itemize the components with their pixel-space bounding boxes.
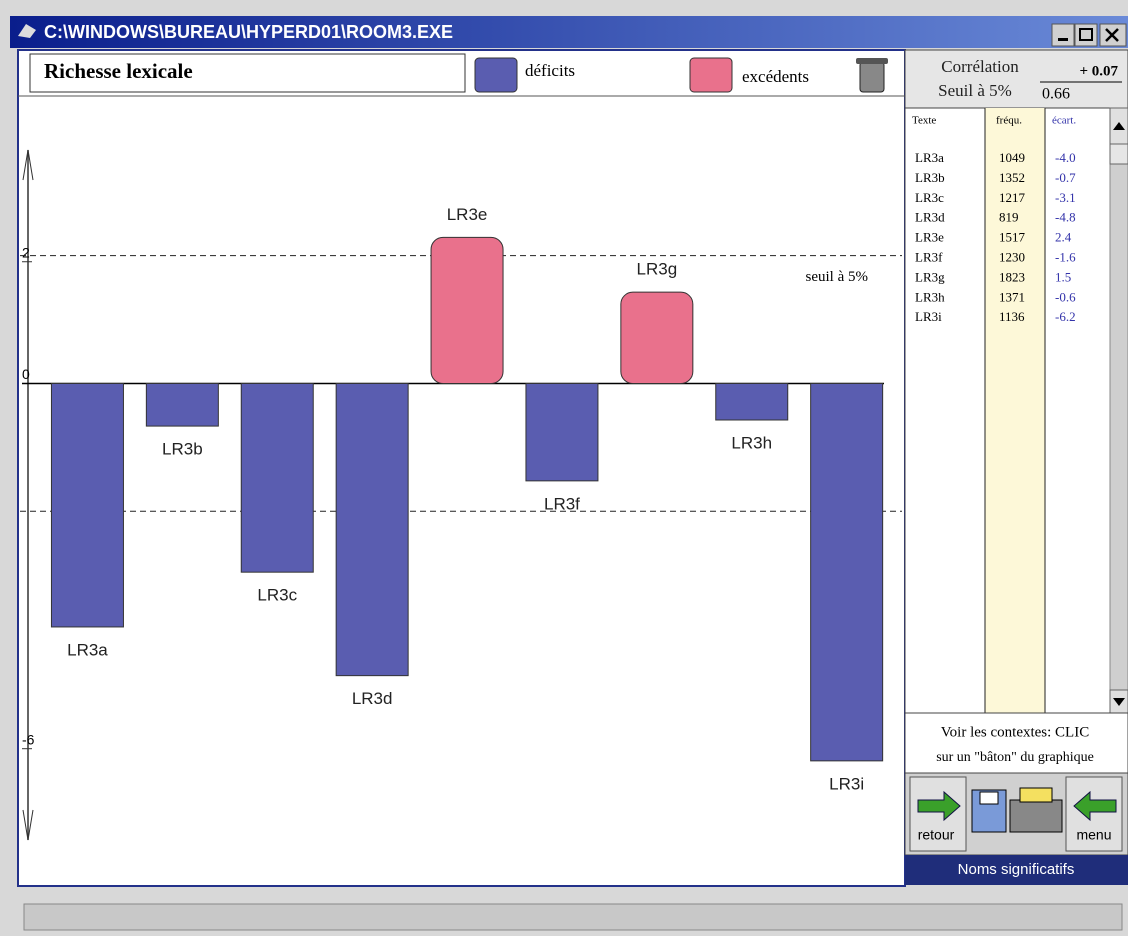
bar[interactable] bbox=[716, 383, 788, 420]
category-label: LR3a bbox=[67, 640, 108, 659]
table-cell: 2.4 bbox=[1055, 230, 1072, 245]
legend-label: déficits bbox=[525, 61, 575, 80]
table-cell: -4.8 bbox=[1055, 210, 1076, 225]
y-tick-label: -6 bbox=[22, 731, 35, 747]
table-cell: LR3h bbox=[915, 289, 945, 304]
table-cell: 1217 bbox=[999, 190, 1026, 205]
bar[interactable] bbox=[526, 383, 598, 480]
back-label: retour bbox=[918, 827, 955, 843]
table-cell: -1.6 bbox=[1055, 249, 1076, 264]
category-label: LR3b bbox=[162, 440, 203, 459]
table-cell: -6.2 bbox=[1055, 309, 1076, 324]
help-line: Voir les contextes: CLIC bbox=[941, 724, 1089, 740]
floppy-label bbox=[980, 792, 998, 804]
window-title: C:\WINDOWS\BUREAU\HYPERD01\ROOM3.EXE bbox=[44, 22, 453, 42]
help-line: sur un "bâton" du graphique bbox=[936, 750, 1094, 765]
table-header: fréqu. bbox=[996, 115, 1022, 127]
bar[interactable] bbox=[431, 237, 503, 383]
threshold-value: 0.66 bbox=[1042, 86, 1070, 103]
category-label: LR3d bbox=[352, 689, 393, 708]
screen: C:\WINDOWS\BUREAU\HYPERD01\ROOM3.EXE Ric… bbox=[0, 0, 1128, 936]
table-cell: 1371 bbox=[999, 289, 1025, 304]
window-controls[interactable] bbox=[1052, 24, 1126, 46]
category-label: LR3g bbox=[637, 260, 678, 279]
status-text: Noms significatifs bbox=[958, 861, 1075, 878]
legend-swatch bbox=[690, 58, 732, 92]
table-cell: LR3d bbox=[915, 210, 945, 225]
save-button[interactable] bbox=[972, 790, 1006, 832]
category-label: LR3f bbox=[544, 494, 580, 513]
legend-label: excédents bbox=[742, 67, 809, 86]
y-tick-label: 2 bbox=[22, 244, 30, 260]
table-cell: LR3e bbox=[915, 230, 944, 245]
back-button[interactable]: retour bbox=[910, 777, 966, 851]
bar[interactable] bbox=[146, 383, 218, 426]
printer-icon[interactable] bbox=[1010, 800, 1062, 832]
bar[interactable] bbox=[621, 292, 693, 383]
y-tick-label: 0 bbox=[22, 366, 30, 382]
threshold-label: seuil à 5% bbox=[806, 269, 868, 285]
category-label: LR3h bbox=[731, 433, 772, 452]
scroll-thumb[interactable] bbox=[1110, 144, 1128, 164]
table-cell: 1.5 bbox=[1055, 269, 1071, 284]
scrollbar[interactable] bbox=[1110, 108, 1128, 713]
correlation-label: Corrélation bbox=[941, 57, 1019, 76]
threshold-label: Seuil à 5% bbox=[938, 81, 1012, 100]
table-cell: 819 bbox=[999, 210, 1019, 225]
table-cell: LR3a bbox=[915, 150, 944, 165]
table-cell: 1823 bbox=[999, 269, 1025, 284]
table-cell: 1517 bbox=[999, 230, 1026, 245]
table-cell: 1230 bbox=[999, 249, 1025, 264]
legend-swatch bbox=[475, 58, 517, 92]
bar[interactable] bbox=[241, 383, 313, 572]
bar[interactable] bbox=[336, 383, 408, 675]
table-cell: LR3i bbox=[915, 309, 942, 324]
menu-label: menu bbox=[1076, 827, 1111, 843]
table-cell: LR3g bbox=[915, 269, 945, 284]
table-cell: -4.0 bbox=[1055, 150, 1076, 165]
bar[interactable] bbox=[811, 383, 883, 760]
table-cell: 1352 bbox=[999, 170, 1025, 185]
minimize-button[interactable] bbox=[1052, 24, 1074, 46]
table-cell: -3.1 bbox=[1055, 190, 1076, 205]
page: {"window": {"title": "C:\\WINDOWS\\BUREA… bbox=[0, 0, 1128, 936]
trash-lid bbox=[856, 58, 888, 64]
category-label: LR3i bbox=[829, 774, 864, 793]
table-cell: -0.6 bbox=[1055, 289, 1076, 304]
bar[interactable] bbox=[51, 383, 123, 626]
category-label: LR3e bbox=[447, 205, 488, 224]
minimize-glyph bbox=[1058, 38, 1068, 41]
category-label: LR3c bbox=[257, 586, 297, 605]
table-cell: 1136 bbox=[999, 309, 1025, 324]
correlation-value: + 0.07 bbox=[1079, 63, 1118, 79]
table-header: écart. bbox=[1052, 115, 1076, 127]
scroll-track bbox=[1110, 108, 1128, 713]
table-header: Texte bbox=[912, 115, 936, 127]
table-cell: -0.7 bbox=[1055, 170, 1076, 185]
table-cell: LR3f bbox=[915, 249, 943, 264]
printer-paper bbox=[1020, 788, 1052, 802]
trash-body bbox=[860, 62, 884, 92]
chart-panel bbox=[18, 50, 905, 886]
table-cell: 1049 bbox=[999, 150, 1025, 165]
trash-icon[interactable] bbox=[856, 58, 888, 92]
menu-button[interactable]: menu bbox=[1066, 777, 1122, 851]
table-cell: LR3b bbox=[915, 170, 945, 185]
maximize-button[interactable] bbox=[1075, 24, 1097, 46]
table-cell: LR3c bbox=[915, 190, 944, 205]
chart-title: Richesse lexicale bbox=[44, 59, 193, 83]
status-bar bbox=[24, 904, 1122, 930]
